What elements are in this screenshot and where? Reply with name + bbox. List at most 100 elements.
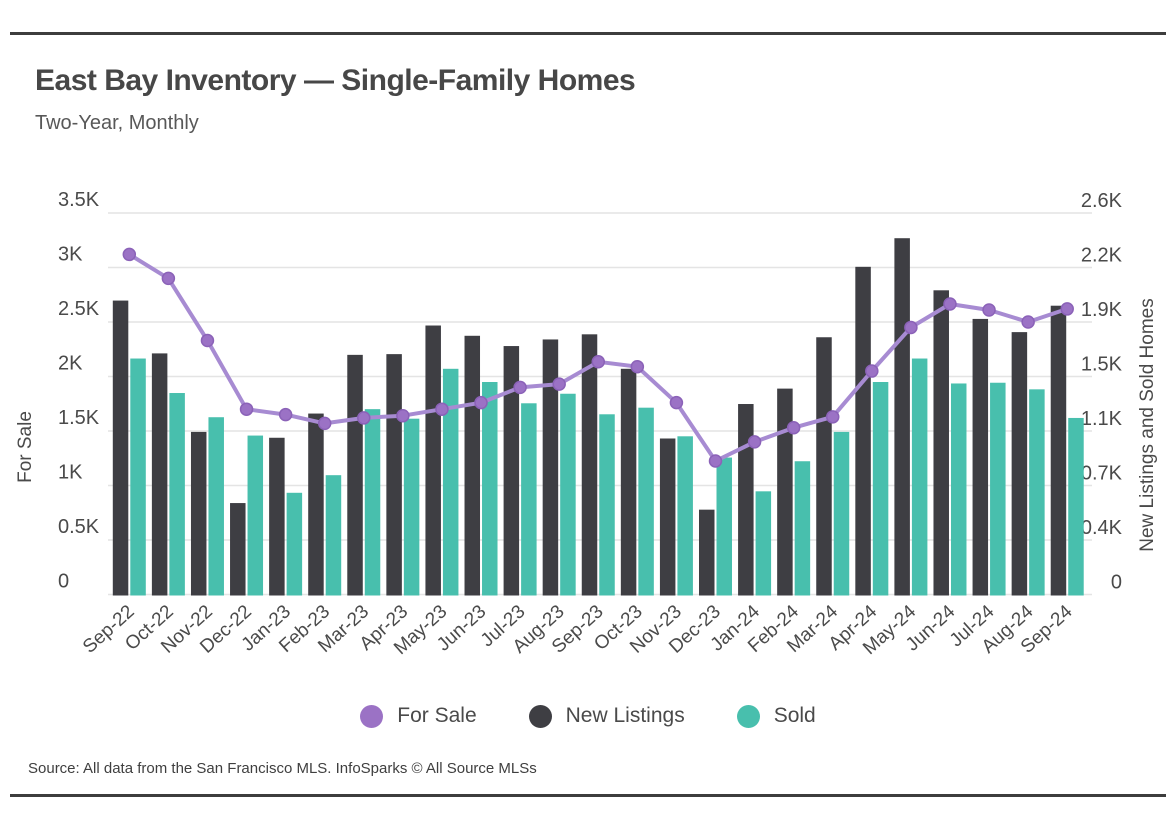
legend-label-sold: Sold (773, 704, 816, 727)
right-axis-tick-label: 2.2K (1081, 245, 1123, 267)
bar-sold (1029, 389, 1045, 596)
bar-new-listings (620, 368, 637, 596)
line-dot-for-sale (708, 454, 723, 468)
line-dot-for-sale (747, 435, 762, 449)
bar-new-listings (699, 509, 715, 596)
bar-new-listings (269, 437, 285, 596)
line-dot-for-sale (825, 410, 840, 424)
bar-sold (599, 414, 615, 596)
right-axis-tick-label: 0.4K (1081, 517, 1123, 539)
bar-sold (911, 358, 928, 596)
right-axis-tick-label: 1.9K (1081, 299, 1123, 321)
line-dot-for-sale (513, 380, 527, 395)
bar-sold (677, 436, 693, 596)
bar-new-listings (542, 339, 559, 596)
bar-new-listings (816, 337, 832, 596)
bar-sold (169, 393, 185, 596)
left-axis-tick-label: 2K (58, 353, 83, 375)
line-dot-for-sale (161, 271, 176, 286)
bar-sold (442, 368, 459, 596)
new-listings-swatch-icon (528, 704, 552, 728)
bar-sold (521, 403, 537, 596)
line-dot-for-sale (278, 407, 293, 422)
source-note: Source: All data from the San Francisco … (28, 760, 537, 777)
line-dot-for-sale (317, 416, 332, 431)
line-dot-for-sale (1021, 315, 1035, 329)
bar-sold (325, 475, 342, 596)
left-axis-tick-label: 3.5K (58, 189, 100, 211)
left-axis-tick-label: 1.5K (58, 407, 100, 429)
bar-sold (130, 358, 146, 596)
left-axis-tick-label: 3K (58, 244, 83, 266)
line-dot-for-sale (200, 333, 215, 348)
line-dot-for-sale (786, 420, 801, 435)
right-axis-tick-label: 1.5K (1081, 354, 1123, 376)
line-dot-for-sale (357, 411, 371, 425)
bar-new-listings (425, 325, 441, 596)
line-dot-for-sale (943, 297, 957, 311)
legend-item-new-listings: New Listings (528, 704, 685, 728)
left-axis-tick-label: 0.5K (58, 516, 100, 538)
line-dot-for-sale (435, 402, 449, 416)
bar-new-listings (151, 353, 168, 596)
left-axis-title: For Sale (15, 411, 36, 483)
line-dot-for-sale (591, 355, 606, 369)
line-dot-for-sale (396, 408, 410, 423)
right-axis-tick-label: 1.1K (1081, 408, 1123, 430)
right-axis-tick-label: 0.7K (1081, 463, 1123, 485)
bar-new-listings (347, 354, 363, 596)
bar-new-listings (190, 431, 207, 596)
chart-title: East Bay Inventory — Single-Family Homes (35, 64, 636, 97)
bar-new-listings (230, 503, 246, 596)
bar-sold (560, 393, 576, 596)
line-dot-for-sale (630, 359, 645, 374)
line-dot-for-sale (552, 377, 566, 391)
chart-subtitle: Two-Year, Monthly (35, 112, 199, 134)
chart-plot: 3.5K 2.6K 3K 2.2K 2.5K 1.9K 2K 1.5K 1.5K 1.1K 1K 0.… (15, 189, 1158, 659)
bar-new-listings (464, 335, 481, 596)
bar-sold (872, 382, 889, 596)
chart-legend: For Sale New Listings Sold (0, 704, 1176, 728)
line-dot-for-sale (982, 303, 996, 317)
legend-label-for-sale: For Sale (397, 704, 477, 727)
bar-sold (990, 382, 1006, 596)
line-dot-for-sale (122, 247, 137, 262)
bar-new-listings (738, 404, 754, 596)
bar-new-listings (386, 354, 402, 596)
line-dot-for-sale (1060, 302, 1074, 316)
bar-new-listings (894, 238, 910, 596)
bar-new-listings (933, 290, 949, 596)
legend-label-new-listings: New Listings (565, 704, 685, 727)
bar-sold (716, 457, 732, 596)
line-dot-for-sale (239, 402, 254, 416)
left-axis-tick-label: 2.5K (58, 298, 100, 320)
for-sale-swatch-icon (360, 704, 384, 728)
right-axis-tick-label: 2.6K (1081, 190, 1123, 212)
bar-sold (247, 435, 264, 596)
bar-sold (755, 491, 772, 596)
right-axis-tick-label: 0 (1111, 572, 1122, 594)
bar-new-listings (777, 388, 793, 596)
bar-new-listings (972, 318, 989, 596)
bar-sold (482, 382, 498, 596)
bar-new-listings (112, 300, 129, 596)
bar-sold (208, 417, 224, 596)
bottom-divider (10, 794, 1166, 797)
bar-sold (1068, 417, 1084, 596)
line-dot-for-sale (474, 395, 488, 410)
legend-item-sold: Sold (736, 704, 816, 728)
bar-new-listings (581, 334, 598, 596)
line-dot-for-sale (865, 364, 879, 378)
bar-new-listings (1050, 305, 1067, 596)
right-axis-title: New Listings and Sold Homes (1137, 298, 1158, 551)
left-axis-tick-label: 1K (58, 462, 83, 484)
left-axis-tick-label: 0 (58, 571, 69, 593)
line-dot-for-sale (669, 395, 684, 410)
bar-sold (364, 409, 381, 596)
bar-new-listings (308, 413, 324, 596)
bar-new-listings (855, 266, 871, 596)
bar-new-listings (659, 438, 676, 596)
bar-sold (833, 431, 850, 596)
bar-sold (286, 492, 303, 596)
line-dot-for-sale (904, 320, 918, 335)
